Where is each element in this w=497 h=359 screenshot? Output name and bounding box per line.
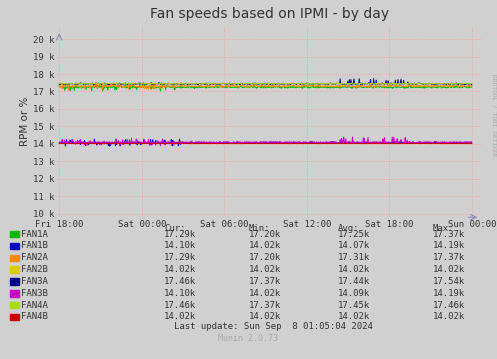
Text: 17.31k: 17.31k [338, 253, 370, 262]
Text: 17.46k: 17.46k [164, 300, 196, 310]
Text: 14.09k: 14.09k [338, 289, 370, 298]
Y-axis label: RPM or %: RPM or % [20, 97, 30, 146]
Text: FAN3A: FAN3A [21, 277, 48, 286]
Text: 17.29k: 17.29k [164, 229, 196, 239]
Text: 14.02k: 14.02k [248, 289, 281, 298]
Text: Max:: Max: [432, 224, 454, 233]
Text: 17.37k: 17.37k [432, 253, 465, 262]
Text: FAN4B: FAN4B [21, 312, 48, 322]
Text: 17.44k: 17.44k [338, 277, 370, 286]
Text: 17.45k: 17.45k [338, 300, 370, 310]
Text: RRDTOOL / TOBI OETIKER: RRDTOOL / TOBI OETIKER [491, 74, 496, 156]
Text: 17.37k: 17.37k [248, 300, 281, 310]
Text: FAN1B: FAN1B [21, 241, 48, 251]
Text: 17.29k: 17.29k [164, 253, 196, 262]
Text: Avg:: Avg: [338, 224, 359, 233]
Text: 14.10k: 14.10k [164, 289, 196, 298]
Text: Cur:: Cur: [164, 224, 185, 233]
Text: 14.10k: 14.10k [164, 241, 196, 251]
Text: 14.02k: 14.02k [338, 312, 370, 322]
Text: 14.19k: 14.19k [432, 289, 465, 298]
Text: 17.37k: 17.37k [432, 229, 465, 239]
Text: 17.20k: 17.20k [248, 253, 281, 262]
Text: FAN2A: FAN2A [21, 253, 48, 262]
Text: 17.54k: 17.54k [432, 277, 465, 286]
Text: 14.19k: 14.19k [432, 241, 465, 251]
Text: 17.20k: 17.20k [248, 229, 281, 239]
Text: 14.02k: 14.02k [164, 265, 196, 274]
Text: 14.02k: 14.02k [248, 241, 281, 251]
Text: 14.02k: 14.02k [432, 265, 465, 274]
Text: 14.02k: 14.02k [432, 312, 465, 322]
Title: Fan speeds based on IPMI - by day: Fan speeds based on IPMI - by day [150, 7, 389, 21]
Text: 17.46k: 17.46k [164, 277, 196, 286]
Text: 14.07k: 14.07k [338, 241, 370, 251]
Text: 14.02k: 14.02k [248, 312, 281, 322]
Text: 14.02k: 14.02k [248, 265, 281, 274]
Text: FAN4A: FAN4A [21, 300, 48, 310]
Text: 17.37k: 17.37k [248, 277, 281, 286]
Text: 14.02k: 14.02k [164, 312, 196, 322]
Text: 17.25k: 17.25k [338, 229, 370, 239]
Text: 14.02k: 14.02k [338, 265, 370, 274]
Text: Min:: Min: [248, 224, 270, 233]
Text: FAN1A: FAN1A [21, 229, 48, 239]
Text: FAN2B: FAN2B [21, 265, 48, 274]
Text: Munin 2.0.73: Munin 2.0.73 [219, 334, 278, 343]
Text: FAN3B: FAN3B [21, 289, 48, 298]
Text: Last update: Sun Sep  8 01:05:04 2024: Last update: Sun Sep 8 01:05:04 2024 [174, 322, 373, 331]
Text: 17.46k: 17.46k [432, 300, 465, 310]
